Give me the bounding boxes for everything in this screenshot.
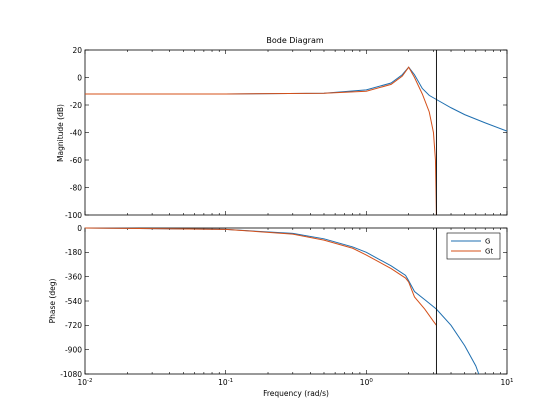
legend: G Gt xyxy=(446,232,501,260)
magnitude-series-gt xyxy=(85,66,437,216)
phase-y-tick-label: -900 xyxy=(65,345,82,354)
phase-y-tick-label: -540 xyxy=(65,297,82,306)
phase-series-gt xyxy=(84,227,437,326)
phase-y-tick-label: -360 xyxy=(65,272,82,281)
phase-y-tick-label: -720 xyxy=(65,321,82,330)
magnitude-plot-frame xyxy=(84,49,508,216)
frequency-x-tick-label: 101 xyxy=(500,378,513,387)
magnitude-y-tick-label: 0 xyxy=(77,73,82,82)
magnitude-y-label: Magnitude (dB) xyxy=(56,104,65,162)
magnitude-y-tick-label: -100 xyxy=(65,211,82,220)
legend-label-gt: Gt xyxy=(485,248,493,256)
phase-series xyxy=(84,227,480,375)
magnitude-y-ticks: 20 0 -20 -40 -60 -80 -100 xyxy=(65,46,507,220)
phase-y-tick-label: -180 xyxy=(65,248,82,257)
phase-y-ticks: 0 -180 -360 -540 -720 -900 -1080 xyxy=(60,224,507,379)
phase-y-tick-label: -1080 xyxy=(60,370,82,379)
magnitude-x-ticks xyxy=(84,50,508,215)
frequency-x-label: Frequency (rad/s) xyxy=(263,389,329,398)
phase-x-ticks: 10-2 10-1 100 101 xyxy=(77,228,514,387)
phase-axes: 0-180-360-540-720-900-1080 10-2 10-1 100 10… xyxy=(48,224,514,398)
frequency-x-tick-label: 10-1 xyxy=(218,378,233,387)
frequency-x-tick-label: 100 xyxy=(360,378,374,387)
phase-y-label: Phase (deg) xyxy=(48,279,57,324)
magnitude-y-tick-label: -80 xyxy=(70,183,82,192)
magnitude-y-tick-label: -40 xyxy=(70,128,82,137)
magnitude-series-g xyxy=(85,66,508,132)
legend-label-g: G xyxy=(485,238,490,246)
phase-series-g xyxy=(84,227,480,375)
legend-box xyxy=(446,232,501,260)
chart-title: Bode Diagram xyxy=(266,36,323,45)
magnitude-axes: 20 0 -20 -40 -60 -80 -100 Magnitude (dB) xyxy=(56,46,508,220)
magnitude-y-tick-label: -20 xyxy=(70,101,82,110)
magnitude-y-tick-label: 20 xyxy=(72,46,82,55)
frequency-x-tick-label: 10-2 xyxy=(77,378,92,387)
magnitude-y-tick-label: -60 xyxy=(70,156,82,165)
magnitude-series xyxy=(85,66,508,216)
phase-plot-frame xyxy=(84,227,508,375)
phase-y-tick-label: 0 xyxy=(77,224,82,233)
